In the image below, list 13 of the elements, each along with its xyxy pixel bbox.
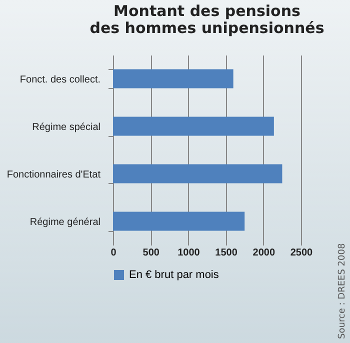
y-tick-label: Régime général: [30, 216, 100, 228]
x-tick-label: 500: [142, 248, 160, 258]
x-tick-label: 1500: [215, 248, 238, 258]
legend-label: En € brut par mois: [129, 269, 220, 281]
x-tick-label: 2000: [252, 248, 276, 258]
y-tick-label: Fonctionnaires d'Etat: [6, 169, 101, 180]
y-tick-label: Régime spécial: [32, 122, 100, 133]
chart-title: Montant des pensions des hommes unipensionnés: [90, 2, 324, 37]
x-tick-label: 2500: [290, 248, 314, 258]
y-tick-label: Fonct. des collect.: [20, 74, 100, 86]
x-tick-label: 1000: [178, 248, 200, 258]
source-note: Source : DREES 2008: [338, 243, 348, 339]
x-tick-label: 0: [110, 248, 117, 258]
